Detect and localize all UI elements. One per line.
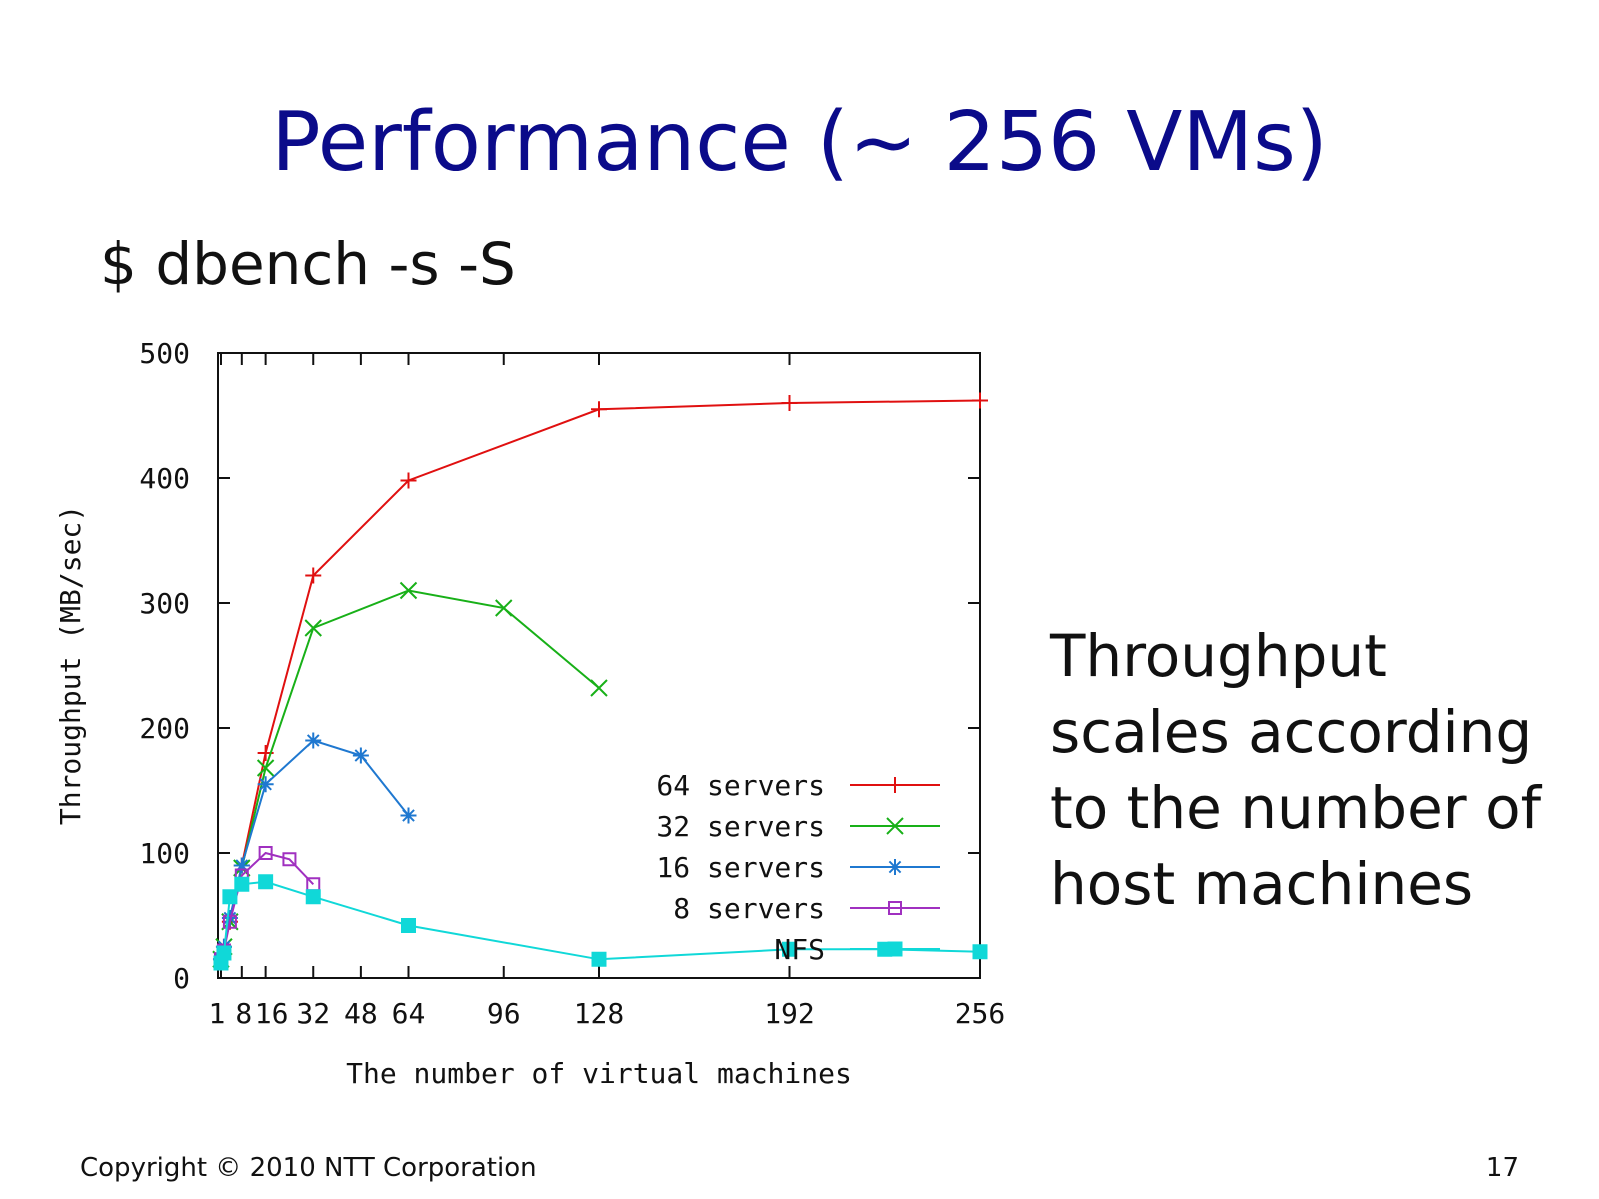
side-note-line: Throughput <box>1050 622 1387 690</box>
x-axis: 1 8 16 32 48 64 96 128 192 256 <box>209 353 1006 1030</box>
point-star-marker <box>887 859 903 875</box>
point-star-marker <box>233 857 250 874</box>
series-group <box>212 581 608 968</box>
series-group <box>213 874 988 971</box>
point-plus-marker <box>887 777 903 793</box>
y-tick-label: 500 <box>139 337 190 370</box>
point-cross-marker <box>256 759 275 777</box>
y-tick-label: 100 <box>139 837 190 870</box>
point-plus-marker <box>591 401 607 418</box>
point-star-marker <box>400 807 417 824</box>
y-tick-label: 0 <box>173 962 190 995</box>
y-axis-label: Throughput (MB/sec) <box>54 505 87 825</box>
x-tick-label: 8 <box>235 997 252 1030</box>
point-cross-marker <box>590 679 608 697</box>
x-tick-label: 192 <box>764 997 815 1030</box>
y-axis: 0 100 200 300 400 500 <box>139 337 980 995</box>
series-line <box>220 399 981 960</box>
y-tick-label: 400 <box>139 462 190 495</box>
point-plus-marker <box>972 392 988 409</box>
point-square-marker <box>282 852 297 867</box>
series-group <box>212 732 417 968</box>
point-filled-square-marker <box>972 944 988 960</box>
point-star-marker <box>352 747 369 764</box>
legend-label: 32 servers <box>656 810 825 843</box>
point-filled-square-marker <box>887 941 903 957</box>
y-tick-label: 300 <box>139 587 190 620</box>
point-filled-square-marker <box>222 889 238 905</box>
point-cross-marker <box>304 619 322 637</box>
series-line <box>220 739 410 960</box>
point-filled-square-marker <box>401 918 416 933</box>
point-filled-square-marker <box>782 941 797 957</box>
legend-label: 16 servers <box>656 851 825 884</box>
point-star-marker <box>305 732 322 749</box>
series-layer <box>212 392 988 971</box>
side-note-line: to the number of <box>1050 774 1541 842</box>
legend: 64 servers 32 servers 16 servers 8 servers N… <box>656 769 940 966</box>
x-tick-label: 128 <box>574 997 625 1030</box>
x-tick-label: 48 <box>344 997 378 1030</box>
point-square-marker <box>222 914 237 929</box>
point-filled-square-marker <box>216 945 232 961</box>
plot-frame <box>217 352 981 979</box>
x-tick-label: 1 <box>209 997 226 1030</box>
x-tick-label: 64 <box>392 997 426 1030</box>
x-tick-label: 16 <box>255 997 289 1030</box>
series-group <box>212 392 988 968</box>
point-filled-square-marker <box>258 874 274 890</box>
point-cross-marker <box>886 817 904 835</box>
point-filled-square-marker <box>305 889 321 905</box>
x-tick-label: 256 <box>955 997 1006 1030</box>
point-plus-marker <box>400 472 417 489</box>
x-tick-label: 96 <box>487 997 521 1030</box>
point-filled-square-marker <box>591 951 607 967</box>
point-square-marker <box>888 901 902 915</box>
point-star-marker <box>257 776 274 793</box>
point-square-marker <box>258 846 273 860</box>
point-plus-marker <box>305 567 322 584</box>
point-cross-marker <box>399 581 418 600</box>
copyright-text: Copyright © 2010 NTT Corporation <box>80 1153 537 1183</box>
side-note-line: host machines <box>1050 850 1474 918</box>
series-line <box>220 880 981 964</box>
side-note: Throughput scales according to the numbe… <box>1050 618 1541 922</box>
legend-label: 8 servers <box>673 892 825 925</box>
point-cross-marker <box>495 599 513 617</box>
point-filled-square-marker <box>234 876 250 892</box>
slide-title: Performance (~ 256 VMs) <box>271 95 1328 190</box>
point-plus-marker <box>781 395 798 411</box>
x-tick-label: 32 <box>296 997 330 1030</box>
x-axis-label: The number of virtual machines <box>346 1057 852 1090</box>
page-number: 17 <box>1485 1153 1519 1183</box>
command-text: $ dbench -s -S <box>100 230 516 298</box>
legend-label: NFS <box>774 933 825 966</box>
legend-label: 64 servers <box>656 769 825 802</box>
side-note-line: scales according <box>1050 698 1533 766</box>
series-line <box>220 589 600 960</box>
y-tick-label: 200 <box>139 712 190 745</box>
